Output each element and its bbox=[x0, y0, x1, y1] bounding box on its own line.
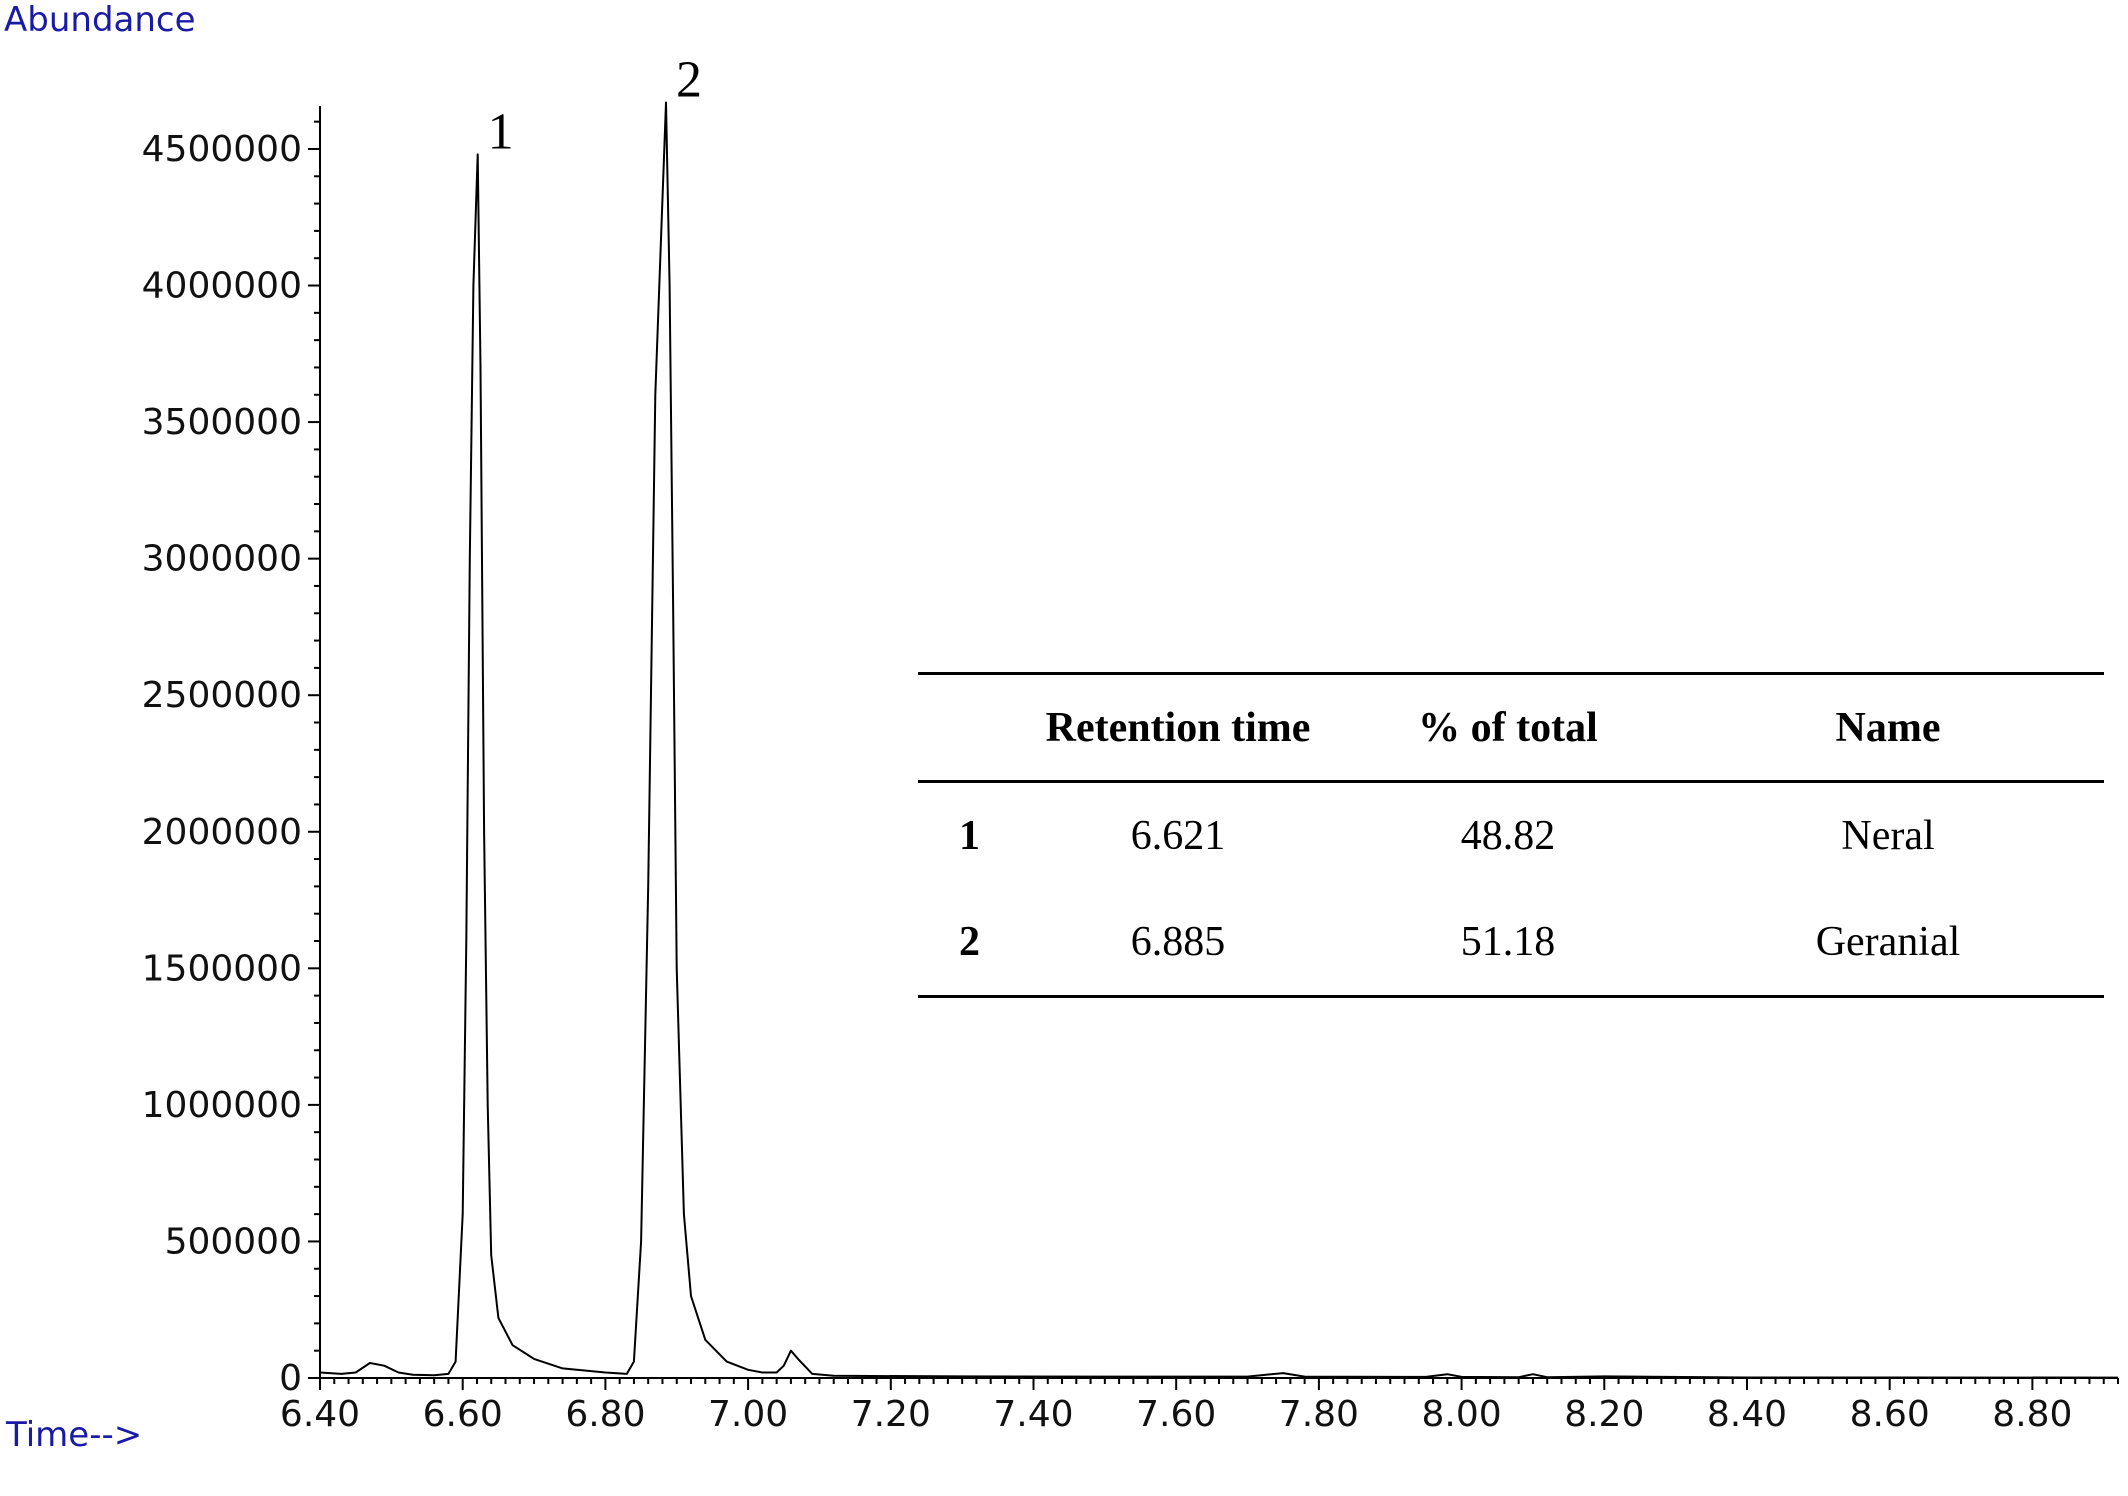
table-header-row: Retention time % of total Name bbox=[918, 675, 2104, 780]
y-tick-label: 1000000 bbox=[142, 1085, 302, 1126]
y-tick-label: 1500000 bbox=[142, 948, 302, 989]
x-axis-title: Time--> bbox=[6, 1415, 143, 1455]
table-cell-percent-total: 48.82 bbox=[1460, 813, 1556, 859]
x-tick-label: 8.80 bbox=[1992, 1394, 2072, 1435]
table-mid-rule bbox=[918, 780, 2104, 783]
y-tick-label: 3000000 bbox=[142, 539, 302, 580]
x-tick-label: 7.00 bbox=[708, 1394, 788, 1435]
y-tick-label: 0 bbox=[279, 1358, 302, 1399]
y-tick-label: 2500000 bbox=[142, 675, 302, 716]
peak-label: 1 bbox=[488, 103, 514, 160]
table-cell-retention-time: 6.621 bbox=[1130, 813, 1226, 859]
table-row: 2 6.885 51.18 Geranial bbox=[918, 889, 2104, 995]
x-tick-label: 6.40 bbox=[280, 1394, 360, 1435]
x-tick-label: 7.20 bbox=[851, 1394, 931, 1435]
x-tick-label: 8.20 bbox=[1564, 1394, 1644, 1435]
x-tick-label: 6.80 bbox=[565, 1394, 645, 1435]
peak-table: Retention time % of total Name 1 6.621 4… bbox=[918, 672, 2104, 998]
x-tick-label: 8.40 bbox=[1707, 1394, 1787, 1435]
x-axis: 6.40 6.60 6.80 7.00 7.20 7.40 7.60 7.80 8.00 8.20… bbox=[280, 1378, 2119, 1435]
x-tick-label: 6.60 bbox=[423, 1394, 503, 1435]
table-row: 1 6.621 48.82 Neral bbox=[918, 783, 2104, 889]
peak-label: 2 bbox=[676, 52, 702, 109]
x-tick-label: 7.40 bbox=[993, 1394, 1073, 1435]
y-tick-label: 500000 bbox=[165, 1221, 302, 1262]
y-tick-label: 2000000 bbox=[142, 812, 302, 853]
x-tick-label: 7.80 bbox=[1279, 1394, 1359, 1435]
table-header-name: Name bbox=[1835, 704, 1941, 751]
x-tick-label: 8.60 bbox=[1850, 1394, 1930, 1435]
x-tick-label: 8.00 bbox=[1422, 1394, 1502, 1435]
peak-labels: 12 bbox=[488, 52, 702, 161]
table-cell-index: 1 bbox=[959, 813, 980, 859]
table-cell-index: 2 bbox=[959, 919, 980, 965]
table-top-rule bbox=[918, 672, 2104, 675]
y-axis: 0 500000 1000000 1500000 2000000 2500000 30000… bbox=[142, 120, 320, 1399]
table-header-retention-time: Retention time bbox=[1045, 704, 1311, 751]
y-tick-label: 4500000 bbox=[142, 129, 302, 170]
y-tick-label: 3500000 bbox=[142, 402, 302, 443]
table-cell-retention-time: 6.885 bbox=[1130, 919, 1226, 965]
series-line bbox=[319, 101, 2119, 1379]
table-cell-percent-total: 51.18 bbox=[1460, 919, 1556, 965]
table-cell-name: Geranial bbox=[1815, 919, 1961, 965]
x-tick-label: 7.60 bbox=[1136, 1394, 1216, 1435]
table-cell-name: Neral bbox=[1841, 813, 1935, 859]
table-header-percent-total: % of total bbox=[1418, 704, 1598, 751]
y-axis-title: Abundance bbox=[4, 0, 196, 40]
y-tick-label: 4000000 bbox=[142, 266, 302, 307]
table-bottom-rule bbox=[918, 995, 2104, 998]
series-group bbox=[319, 101, 2119, 1379]
